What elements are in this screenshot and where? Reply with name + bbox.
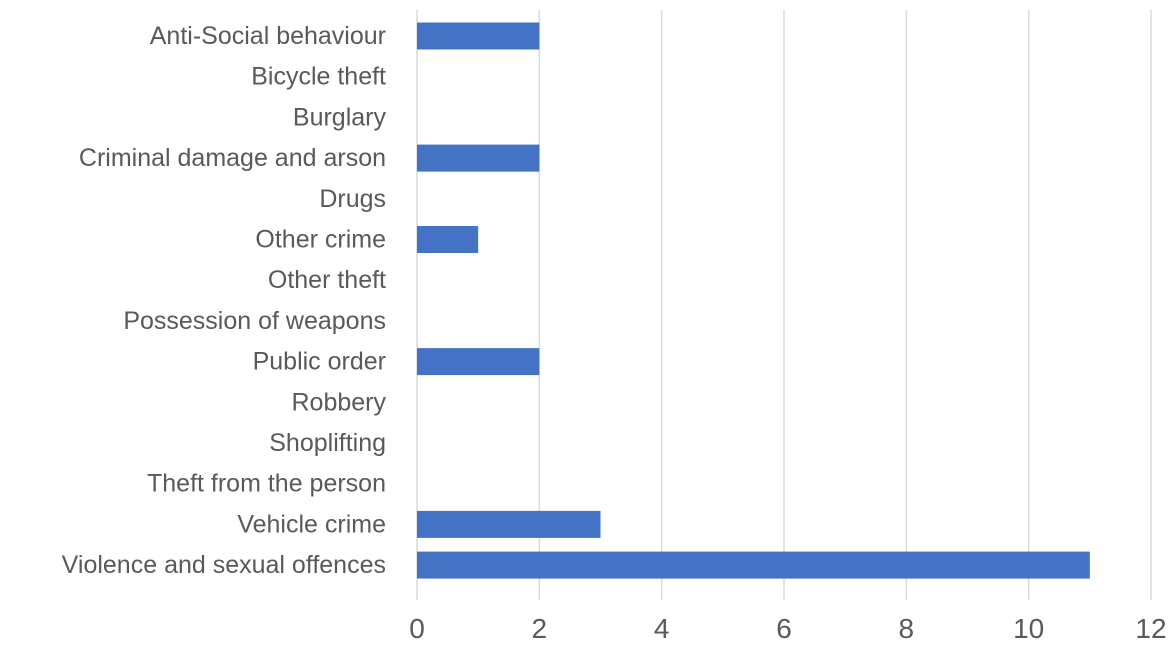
category-label: Theft from the person bbox=[147, 470, 386, 498]
bar bbox=[417, 348, 540, 376]
bars bbox=[417, 22, 1090, 579]
x-tick-label: 0 bbox=[409, 613, 425, 642]
bar bbox=[417, 22, 540, 50]
bar bbox=[417, 226, 479, 253]
category-label: Burglary bbox=[293, 103, 387, 131]
category-label: Anti-Social behaviour bbox=[150, 22, 386, 50]
x-tick-label: 8 bbox=[899, 613, 915, 642]
gridlines bbox=[416, 10, 1152, 600]
category-label: Robbery bbox=[292, 388, 387, 416]
x-tick-label: 10 bbox=[1013, 613, 1044, 642]
category-label: Other theft bbox=[268, 266, 386, 294]
category-labels: Anti-Social behaviour Bicycle theft Burgla… bbox=[62, 22, 387, 579]
x-tick-label: 2 bbox=[532, 613, 548, 642]
bar bbox=[417, 144, 540, 172]
x-axis-tick-labels: 0 2 4 6 8 10 12 bbox=[409, 613, 1166, 644]
category-label: Possession of weapons bbox=[123, 307, 386, 335]
category-label: Shoplifting bbox=[269, 429, 386, 457]
category-label: Public order bbox=[253, 348, 386, 376]
category-label: Other crime bbox=[255, 226, 386, 254]
x-tick-label: 12 bbox=[1135, 613, 1166, 642]
category-label: Violence and sexual offences bbox=[62, 551, 386, 579]
x-tick-label: 4 bbox=[654, 613, 670, 642]
category-label: Drugs bbox=[319, 185, 386, 213]
category-label: Vehicle crime bbox=[237, 510, 386, 538]
x-tick-label: 6 bbox=[776, 613, 792, 642]
bar bbox=[417, 551, 1090, 579]
bar bbox=[417, 510, 601, 538]
category-label: Criminal damage and arson bbox=[79, 144, 386, 172]
category-label: Bicycle theft bbox=[251, 63, 386, 91]
